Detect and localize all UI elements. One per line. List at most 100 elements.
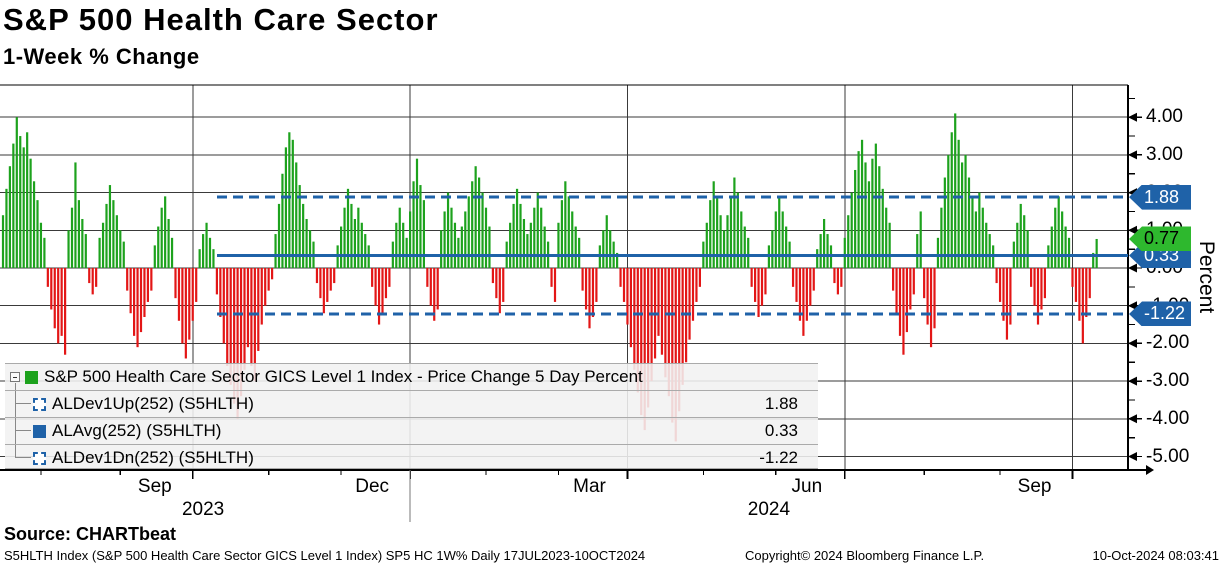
bar-down [636, 268, 639, 393]
bar-up [291, 139, 294, 268]
legend-row-avg[interactable]: ALAvg(252) (S5HLTH) 0.33 [5, 418, 818, 444]
bar-up [288, 132, 291, 268]
bar-up [567, 196, 570, 268]
bar-up [119, 230, 122, 268]
bar-down [674, 268, 677, 442]
bar-up [919, 211, 922, 268]
y-tick-label: 3.00 [1146, 143, 1183, 165]
bar-up [616, 252, 619, 268]
bar-up [526, 234, 529, 268]
bar-up [405, 237, 408, 268]
bar-up [157, 226, 160, 268]
bar-up [774, 211, 777, 268]
bar-down [57, 268, 60, 344]
bar-down [1085, 268, 1088, 318]
bar-down [374, 268, 377, 306]
legend-value-dev-up: 1.88 [764, 394, 798, 413]
bar-up [543, 226, 546, 268]
bar-down [667, 268, 670, 397]
bar-up [967, 177, 971, 268]
bar-up [22, 147, 25, 268]
bar-up [70, 207, 74, 268]
bar-down [695, 268, 698, 302]
price-badge--1.22: -1.22 [1129, 301, 1191, 327]
source-label: Source: CHARTbeat [4, 524, 177, 544]
bar-down [215, 268, 218, 295]
bar-up [947, 154, 950, 268]
bar-down [143, 268, 146, 318]
bar-down [191, 268, 194, 321]
bar-up [602, 230, 605, 268]
bar-down [1033, 268, 1036, 306]
bar-up [446, 192, 450, 268]
bar-up [950, 132, 953, 268]
bar-down [246, 268, 250, 348]
bar-up [364, 234, 367, 268]
bar-down [381, 268, 384, 314]
bar-down [64, 268, 67, 355]
bar-down [995, 268, 998, 284]
legend-row-main-series[interactable]: S&P 500 Health Care Sector GICS Level 1 … [5, 364, 818, 390]
legend-row-dev-up[interactable]: ALDev1Up(252) (S5HLTH) 1.88 [5, 391, 818, 417]
bar-down [836, 268, 839, 295]
bar-up [722, 230, 726, 268]
bar-up [409, 211, 412, 268]
bar-up [298, 185, 301, 268]
bar-up [15, 117, 18, 268]
bar-up [308, 230, 312, 268]
y-tick-label: 4.00 [1146, 106, 1183, 128]
bar-up [1016, 222, 1019, 268]
legend-box: S&P 500 Health Care Sector GICS Level 1 … [5, 363, 818, 469]
legend-collapse-icon[interactable] [10, 372, 20, 382]
legend-tree-stub [15, 457, 31, 458]
bar-up [771, 230, 774, 268]
bar-up [212, 249, 215, 268]
bar-up [357, 207, 360, 268]
bar-up [415, 158, 419, 268]
bar-up [12, 143, 15, 268]
bar-up [1057, 196, 1060, 268]
bar-down [260, 268, 263, 325]
legend-tree-vertical-line [15, 383, 16, 457]
bar-down [88, 268, 91, 284]
bar-down [795, 268, 798, 302]
bar-down [633, 268, 636, 370]
bar-down [622, 268, 626, 302]
legend-value-dev-dn: -1.22 [759, 448, 798, 467]
legend-row-dev-dn[interactable]: ALDev1Dn(252) (S5HLTH) -1.22 [5, 445, 818, 471]
bar-up [350, 203, 353, 268]
bar-down [553, 268, 557, 302]
bar-down [688, 268, 691, 340]
price-badge-0.77: 0.77 [1129, 226, 1191, 252]
bar-up [1, 215, 5, 268]
bar-down [1078, 268, 1081, 321]
series-marker-dev-up-icon [33, 397, 46, 411]
bar-up [981, 207, 984, 268]
bar-up [943, 177, 946, 268]
x-tick-label: Sep [137, 476, 172, 497]
bar-down [329, 268, 332, 291]
bar-down [1088, 268, 1091, 299]
bar-up [422, 200, 425, 268]
bar-down [933, 268, 936, 329]
bar-down [229, 268, 232, 385]
x-tick-label: Mar [573, 476, 606, 497]
bar-up [353, 218, 356, 268]
legend-label-dev-up: ALDev1Up(252) (S5HLTH) [52, 394, 254, 413]
bar-down [550, 268, 553, 287]
bar-up [916, 234, 919, 268]
bar-up [736, 192, 739, 268]
bar-up [167, 218, 170, 268]
bar-up [536, 192, 539, 268]
bar-up [988, 234, 991, 268]
bar-up [26, 132, 29, 268]
bar-up [302, 203, 305, 268]
bar-down [892, 268, 895, 291]
bar-up [453, 222, 457, 268]
bar-down [498, 268, 501, 314]
bar-down [595, 268, 598, 302]
bar-down [133, 268, 136, 336]
legend-label-avg: ALAvg(252) (S5HLTH) [52, 421, 222, 440]
bar-down [253, 268, 256, 382]
bar-down [139, 268, 143, 333]
